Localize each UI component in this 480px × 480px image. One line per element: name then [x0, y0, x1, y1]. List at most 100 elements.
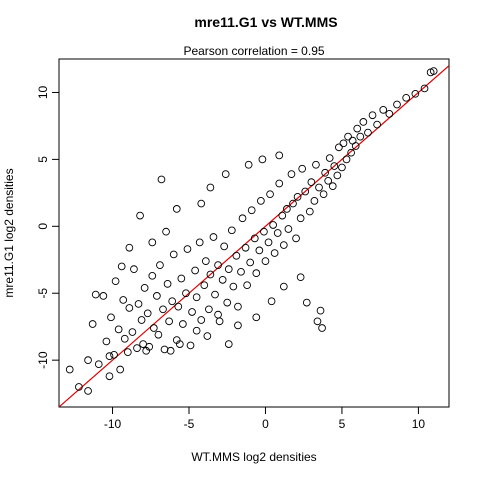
data-point	[287, 170, 296, 178]
data-point	[315, 183, 323, 192]
data-point	[188, 308, 196, 316]
data-point	[356, 132, 365, 141]
data-point	[102, 337, 111, 346]
data-point	[364, 128, 372, 137]
data-point	[206, 183, 215, 192]
y-axis: -10 -5 0 5 10	[36, 85, 59, 369]
data-point	[252, 269, 261, 278]
data-point	[379, 106, 388, 114]
data-point	[241, 243, 250, 252]
data-point	[307, 178, 316, 186]
data-point	[243, 281, 251, 290]
data-point	[179, 320, 187, 328]
data-point	[148, 238, 157, 247]
data-point	[305, 207, 314, 216]
data-point	[143, 309, 152, 318]
data-point	[120, 334, 129, 343]
data-point	[197, 199, 206, 208]
data-point	[258, 155, 267, 164]
data-point	[234, 302, 242, 311]
data-point	[183, 245, 192, 253]
data-point	[252, 313, 261, 322]
x-tick-label: -5	[184, 417, 195, 431]
data-point	[232, 251, 241, 260]
data-point	[359, 118, 368, 126]
data-point	[65, 365, 74, 374]
data-point	[267, 297, 276, 306]
data-point	[229, 282, 238, 291]
x-axis-label: WT.MMS log2 densities	[191, 450, 316, 464]
data-point	[238, 214, 247, 223]
data-point	[197, 316, 206, 324]
y-tick-label: -10	[36, 351, 50, 369]
data-point	[234, 321, 242, 330]
data-point	[227, 226, 236, 235]
data-point	[137, 316, 146, 324]
data-point	[165, 317, 173, 326]
data-point	[279, 282, 288, 291]
data-point	[205, 305, 213, 314]
data-point	[224, 340, 233, 348]
data-point	[260, 227, 268, 236]
fit-line-layer	[59, 65, 449, 407]
data-point	[335, 143, 343, 152]
data-point	[142, 346, 151, 355]
data-point	[154, 330, 163, 339]
data-point	[266, 190, 274, 199]
data-point	[140, 284, 149, 292]
data-point	[218, 275, 227, 284]
data-point	[368, 111, 377, 120]
data-point	[84, 387, 92, 395]
data-point	[296, 273, 305, 282]
data-point	[318, 324, 326, 332]
data-point	[105, 352, 114, 360]
data-point	[117, 262, 126, 271]
data-point	[319, 190, 328, 199]
data-point	[269, 221, 277, 229]
data-point	[192, 326, 201, 335]
data-point	[119, 296, 128, 304]
data-point	[168, 297, 177, 306]
data-point	[99, 292, 108, 300]
y-axis-label: mre11.G1 log2 densities	[2, 168, 16, 297]
data-point	[273, 229, 282, 237]
data-point	[163, 280, 172, 288]
identity-line	[59, 65, 449, 407]
data-point	[279, 241, 288, 249]
data-point	[301, 187, 310, 196]
data-point	[328, 182, 337, 191]
data-point	[75, 383, 83, 391]
data-point	[393, 100, 401, 109]
data-point	[215, 317, 224, 326]
chart-subtitle: Pearson correlation = 0.95	[183, 44, 324, 58]
data-point	[123, 348, 132, 356]
data-point	[325, 154, 334, 162]
data-point	[111, 277, 120, 286]
data-point	[310, 197, 319, 205]
data-point	[250, 234, 259, 243]
data-point	[148, 271, 157, 280]
data-point	[156, 261, 164, 269]
data-point	[125, 304, 134, 312]
x-tick-label: 10	[412, 417, 426, 431]
data-point	[333, 171, 342, 180]
data-point	[275, 151, 284, 160]
data-point	[344, 132, 352, 141]
y-tick-label: 0	[36, 223, 50, 230]
data-point	[220, 242, 229, 251]
data-point	[91, 290, 100, 299]
data-point	[283, 205, 291, 213]
data-point	[429, 67, 438, 75]
data-point	[175, 340, 184, 348]
data-point	[270, 249, 279, 257]
data-point	[373, 120, 381, 129]
y-tick-label: -5	[36, 288, 50, 299]
data-point	[284, 225, 293, 233]
x-axis: -10 -5 0 5 10	[104, 407, 426, 431]
data-point	[107, 313, 115, 322]
data-point	[134, 300, 143, 308]
data-point	[169, 250, 178, 259]
data-point	[214, 310, 222, 319]
x-tick-label: 0	[262, 417, 269, 431]
